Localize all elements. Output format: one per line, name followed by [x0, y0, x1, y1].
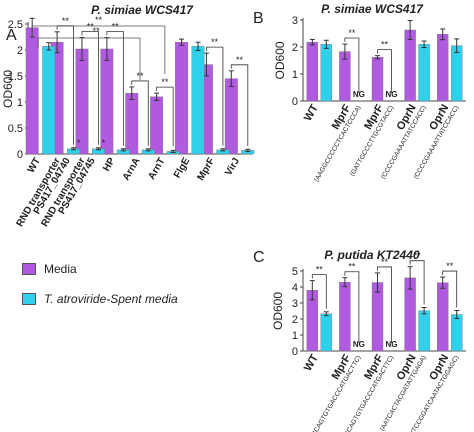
panel-a-long-bracket-stars: ** — [95, 15, 103, 25]
legend-media: Media — [22, 262, 77, 276]
panel-a-sig-stars: ** — [112, 22, 120, 32]
panel-b-ytick-label: 1 — [292, 69, 298, 81]
panel-a-long-bracket-stars: ** — [93, 26, 101, 36]
panel-c-bar-spent — [418, 310, 430, 352]
panel-a-ytick-label: 2 — [17, 45, 23, 57]
panel-b-title: P. simiae WCS417 — [321, 2, 424, 16]
panel-c-ytick-label: 5 — [292, 266, 298, 278]
panel-a-xtick-label: FlgE — [172, 156, 193, 181]
panel-c-ng-label: NG — [386, 340, 398, 349]
panel-a-bar-spent — [42, 46, 56, 155]
panel-a-sig-bracket — [81, 31, 99, 145]
panel-a-ytick-label: 0.5 — [8, 123, 23, 135]
panel-a-long-bracket-arna — [37, 37, 141, 80]
panel-a-xtick-label: ArnT — [146, 156, 167, 182]
panel-a-bar-media — [25, 27, 39, 155]
panel-b-letter: B — [253, 10, 264, 27]
panel-a-sig-bracket — [230, 64, 249, 146]
panel-b-xtick-label: WT — [302, 102, 321, 123]
panel-b-bar-spent — [451, 45, 463, 102]
panel-a-bar-media — [175, 42, 188, 155]
panel-a-ytick-label: 0 — [17, 149, 23, 161]
panel-a-sig-bracket — [156, 86, 174, 146]
panel-b-bar-spent — [418, 44, 430, 102]
panel-c-bar-spent — [451, 314, 463, 352]
panel-a-sig-stars: ** — [211, 37, 219, 47]
panel-a-star-single: * — [77, 138, 81, 148]
panel-a-bar-media — [125, 92, 139, 155]
panel-a-star-single: * — [102, 138, 106, 148]
panel-a-xtick-label: ArnA — [121, 156, 143, 183]
panel-c-sig-bracket — [442, 270, 458, 308]
panel-a-bar-media — [224, 78, 238, 155]
panel-c-sig-bracket — [377, 266, 392, 343]
panel-a-title: P. simiae WCS417 — [91, 3, 194, 17]
panel-c-bar-media — [339, 282, 351, 352]
panel-c-sig-stars: ** — [446, 261, 454, 271]
panel-b-sig-stars: ** — [381, 40, 389, 50]
legend-spent: T. atroviride-Spent media — [22, 292, 178, 306]
panel-a-xtick-label: MprF — [196, 156, 218, 183]
panel-c-sig-stars: ** — [414, 251, 422, 261]
panel-a-sig-stars: ** — [87, 22, 95, 32]
panel-b-bar-media — [404, 29, 416, 102]
panel-a-long-bracket-arnt — [31, 25, 166, 74]
panel-c-sig-bracket — [409, 260, 425, 305]
panel-c-xtick-label: WT — [302, 352, 321, 373]
panel-b-ylabel: OD600 — [273, 41, 287, 79]
panel-b-sig-stars: ** — [348, 28, 356, 38]
panel-b-sig-bracket — [377, 49, 392, 93]
legend-spent-label: T. atroviride-Spent media — [44, 292, 178, 306]
panel-c-title: P. putida KT2440 — [324, 248, 419, 262]
panel-a-ytick-label: 2.5 — [8, 19, 23, 31]
panel-c-sig-stars: ** — [348, 262, 356, 272]
panel-b-ng-label: NG — [386, 90, 398, 99]
panel-b-bar-spent — [320, 44, 332, 102]
panel-a-xtick-label: VirJ — [223, 156, 242, 178]
panel-a-letter: A — [6, 27, 17, 44]
panel-b-ytick-label: 3 — [292, 15, 298, 27]
panel-b-ng-label: NG — [353, 90, 365, 99]
panel-b-sig-bracket — [344, 37, 360, 93]
panel-c-sig-stars: ** — [316, 265, 324, 275]
panel-a-bar-spent — [191, 46, 205, 155]
panel-c-ytick-label: 3 — [292, 298, 298, 310]
panel-a-sig-stars: ** — [236, 55, 244, 65]
panel-c-ytick-label: 2 — [292, 314, 298, 326]
panel-a-sig-bracket — [106, 31, 124, 146]
panel-a-ylabel: OD600 — [1, 70, 15, 108]
panel-b-bar-media — [437, 34, 449, 102]
panel-a-xtick-label: WT — [26, 156, 43, 175]
panel-c-bar-spent — [320, 313, 332, 352]
panel-c-ylabel: OD600 — [271, 292, 285, 330]
panel-a-bar-media — [150, 96, 164, 155]
legend-spent-swatch — [22, 293, 36, 305]
panel-b-ytick-label: 2 — [292, 42, 298, 54]
panel-b-bar-media — [306, 41, 318, 102]
panel-a-sig-bracket — [206, 46, 224, 146]
panel-c-ytick-label: 0 — [292, 346, 298, 358]
panel-c-letter: C — [253, 249, 265, 266]
panel-b-ytick-label: 0 — [292, 96, 298, 108]
legend-media-swatch — [22, 263, 36, 275]
panel-a-ytick-label: 1.5 — [8, 71, 23, 83]
panel-a-sig-stars: ** — [62, 16, 70, 26]
panel-c-ytick-label: 1 — [292, 330, 298, 342]
panel-c-sig-stars: ** — [381, 257, 389, 267]
panel-c-ng-label: NG — [353, 340, 365, 349]
panel-c-bar-media — [371, 282, 384, 352]
panel-a-xtick-label: HP — [101, 156, 118, 174]
panel-b-bar-media — [371, 57, 384, 102]
panel-c-sig-bracket — [311, 274, 327, 309]
panel-a-sig-bracket — [131, 80, 149, 146]
panel-a-ytick-label: 1 — [17, 97, 23, 109]
panel-c-sig-bracket — [344, 271, 360, 343]
panel-c-bar-media — [437, 282, 449, 352]
panel-c-ytick-label: 4 — [292, 282, 298, 294]
panel-a-sig-stars: ** — [161, 77, 169, 87]
legend-media-label: Media — [44, 262, 77, 276]
